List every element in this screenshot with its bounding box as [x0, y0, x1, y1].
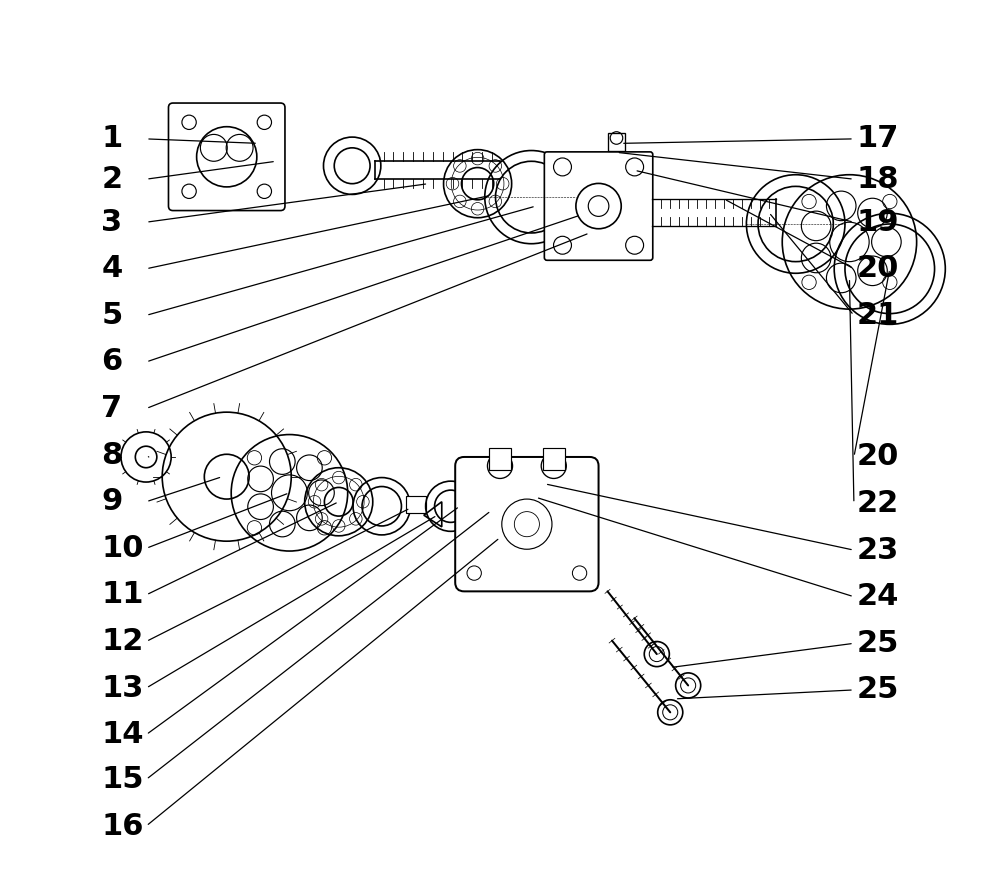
Text: 19: 19 — [856, 208, 899, 237]
Bar — [489, 448, 511, 470]
Text: 15: 15 — [101, 765, 144, 794]
Text: 21: 21 — [856, 301, 899, 330]
Text: 20: 20 — [856, 254, 899, 283]
Text: 6: 6 — [101, 348, 123, 376]
Text: 18: 18 — [856, 165, 899, 194]
Bar — [406, 496, 426, 513]
Text: 16: 16 — [101, 812, 144, 840]
Text: 25: 25 — [856, 676, 899, 704]
Text: 23: 23 — [856, 536, 899, 564]
Text: 10: 10 — [101, 534, 144, 563]
Text: 17: 17 — [856, 125, 899, 153]
FancyBboxPatch shape — [455, 457, 599, 591]
Text: 22: 22 — [856, 489, 899, 518]
Bar — [543, 448, 565, 470]
FancyBboxPatch shape — [544, 151, 653, 261]
Text: 7: 7 — [101, 394, 122, 423]
Text: 12: 12 — [101, 627, 144, 656]
Text: 25: 25 — [856, 629, 899, 658]
Text: 14: 14 — [101, 720, 144, 749]
Text: 4: 4 — [101, 254, 123, 283]
Text: 3: 3 — [101, 208, 122, 237]
Text: 13: 13 — [101, 674, 144, 702]
Text: 24: 24 — [856, 582, 899, 611]
Text: 11: 11 — [101, 581, 144, 609]
Text: 1: 1 — [101, 125, 123, 153]
Text: 9: 9 — [101, 487, 123, 516]
Text: 2: 2 — [101, 165, 122, 194]
Text: 8: 8 — [101, 441, 123, 470]
Bar — [608, 133, 625, 151]
Text: 20: 20 — [856, 443, 899, 471]
Text: 5: 5 — [101, 301, 123, 330]
FancyBboxPatch shape — [168, 103, 285, 211]
